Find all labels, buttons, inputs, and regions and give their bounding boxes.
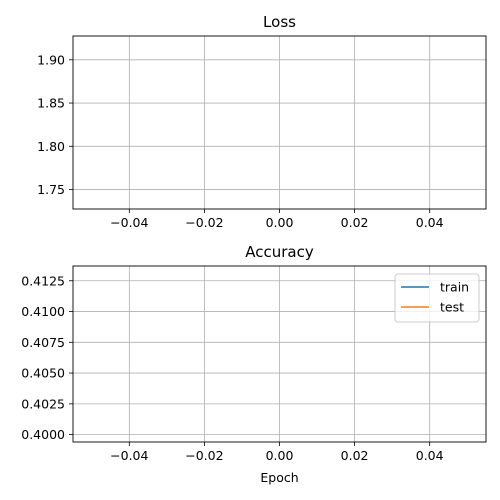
x-tick-label: −0.02 bbox=[185, 448, 223, 463]
x-tick-label: 0.00 bbox=[266, 448, 294, 463]
loss-grid bbox=[73, 36, 486, 209]
accuracy-subplot: −0.04 −0.02 0.00 0.02 0.04 0.4000 0.4025 0.405… bbox=[21, 243, 487, 485]
x-tick-label: 0.04 bbox=[416, 215, 444, 230]
x-tick-label: −0.02 bbox=[185, 215, 223, 230]
accuracy-title: Accuracy bbox=[245, 243, 314, 261]
y-tick-label: 0.4100 bbox=[21, 304, 65, 319]
loss-title: Loss bbox=[263, 13, 296, 31]
y-tick-label: 1.75 bbox=[37, 182, 65, 197]
loss-y-ticks: 1.75 1.80 1.85 1.90 bbox=[37, 52, 73, 197]
loss-x-ticks: −0.04 −0.02 0.00 0.02 0.04 bbox=[110, 209, 444, 230]
y-tick-label: 0.4025 bbox=[21, 396, 65, 411]
x-tick-label: −0.04 bbox=[110, 215, 148, 230]
x-tick-label: 0.02 bbox=[341, 215, 369, 230]
legend-train-label: train bbox=[440, 280, 469, 295]
loss-subplot: −0.04 −0.02 0.00 0.02 0.04 1.751.801.851.90 … bbox=[37, 13, 487, 230]
accuracy-x-ticks: −0.04 −0.02 0.00 0.02 0.04 bbox=[110, 442, 444, 463]
legend-test-label: test bbox=[440, 300, 464, 315]
accuracy-x-axis-label: Epoch bbox=[260, 470, 298, 485]
y-tick-label: 0.4000 bbox=[21, 427, 65, 442]
x-tick-label: 0.04 bbox=[416, 448, 444, 463]
legend-box bbox=[394, 273, 480, 323]
y-tick-label: 0.4050 bbox=[21, 366, 65, 381]
y-tick-label: 1.80 bbox=[37, 139, 65, 154]
y-tick-label: 1.85 bbox=[37, 96, 65, 111]
accuracy-y-ticks: 0.4000 0.4025 0.4050 0.4075 0.4100 0.4125 bbox=[21, 273, 73, 442]
x-tick-label: −0.04 bbox=[110, 448, 148, 463]
accuracy-legend: train test bbox=[394, 273, 480, 323]
x-tick-label: 0.02 bbox=[341, 448, 369, 463]
y-tick-label: 1.90 bbox=[37, 52, 65, 67]
y-tick-label: 0.4125 bbox=[21, 273, 65, 288]
y-tick-label: 0.4075 bbox=[21, 335, 65, 350]
x-tick-label: 0.00 bbox=[266, 215, 294, 230]
